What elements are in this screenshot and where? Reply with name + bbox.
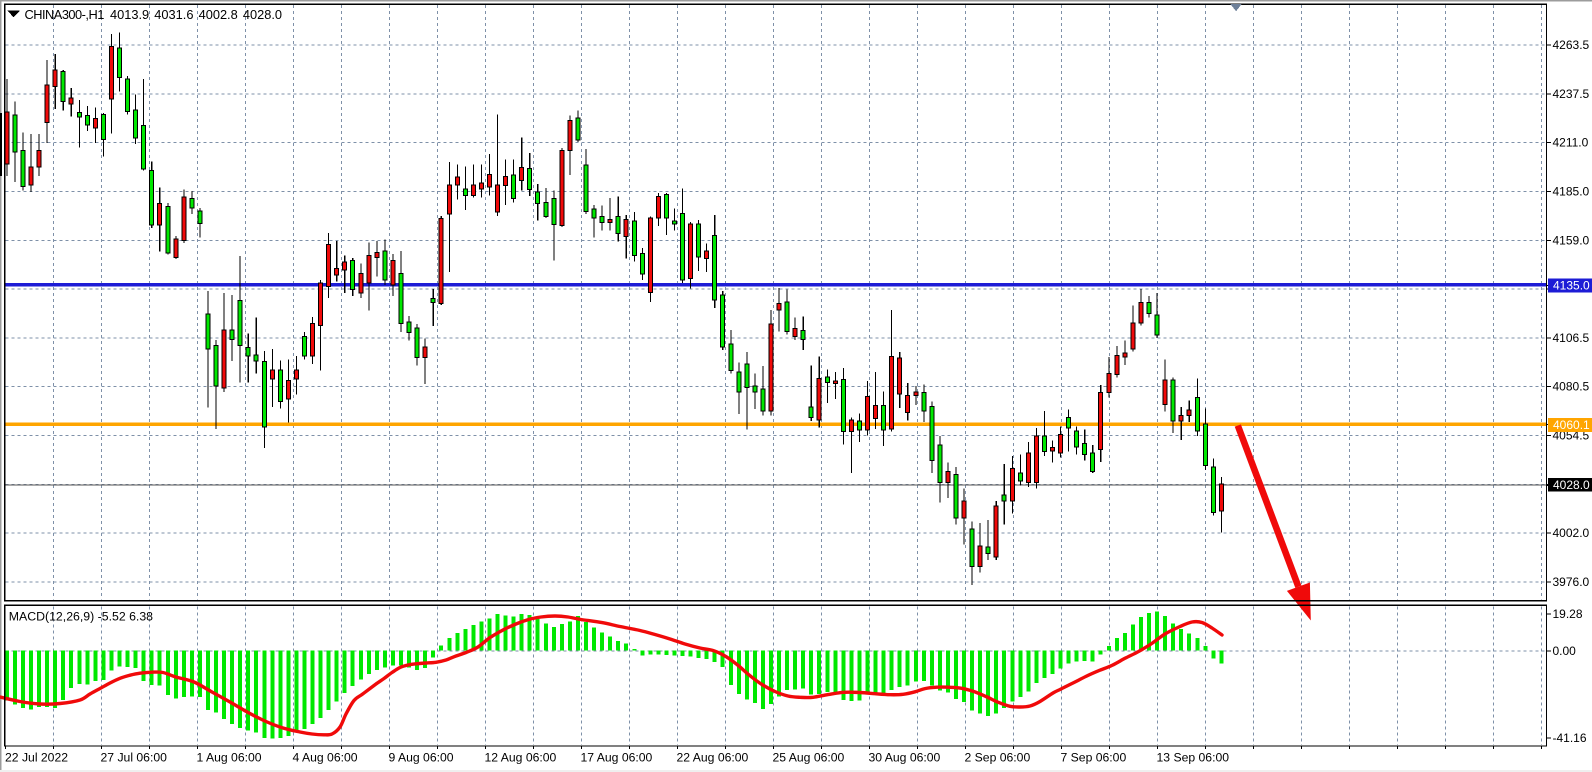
svg-text:12 Aug 06:00: 12 Aug 06:00 xyxy=(485,751,557,765)
svg-text:4135.0: 4135.0 xyxy=(1553,279,1590,293)
svg-text:2 Sep 06:00: 2 Sep 06:00 xyxy=(965,751,1031,765)
svg-text:4185.0: 4185.0 xyxy=(1553,185,1590,199)
svg-text:4211.0: 4211.0 xyxy=(1553,136,1589,150)
svg-text:4080.5: 4080.5 xyxy=(1553,380,1590,394)
svg-text:4237.5: 4237.5 xyxy=(1553,87,1590,101)
svg-text:13 Sep 06:00: 13 Sep 06:00 xyxy=(1157,751,1230,765)
svg-text:4060.1: 4060.1 xyxy=(1553,418,1590,432)
svg-text:27 Jul 06:00: 27 Jul 06:00 xyxy=(101,751,168,765)
svg-text:4159.0: 4159.0 xyxy=(1553,233,1590,247)
svg-text:19.28: 19.28 xyxy=(1553,607,1583,621)
svg-text:25 Aug 06:00: 25 Aug 06:00 xyxy=(773,751,845,765)
svg-text:17 Aug 06:00: 17 Aug 06:00 xyxy=(581,751,653,765)
svg-text:0.00: 0.00 xyxy=(1553,644,1577,658)
svg-text:4106.5: 4106.5 xyxy=(1553,331,1590,345)
svg-text:22 Aug 06:00: 22 Aug 06:00 xyxy=(677,751,749,765)
svg-text:7 Sep 06:00: 7 Sep 06:00 xyxy=(1061,751,1127,765)
svg-text:CHINA300-,H1: CHINA300-,H1 xyxy=(25,7,105,22)
svg-text:30 Aug 06:00: 30 Aug 06:00 xyxy=(869,751,941,765)
svg-text:9 Aug 06:00: 9 Aug 06:00 xyxy=(389,751,454,765)
svg-text:4002.0: 4002.0 xyxy=(1553,526,1590,540)
svg-text:-41.16: -41.16 xyxy=(1553,731,1587,745)
svg-text:22 Jul 2022: 22 Jul 2022 xyxy=(5,751,68,765)
svg-text:4028.0: 4028.0 xyxy=(1553,478,1590,492)
svg-text:4 Aug 06:00: 4 Aug 06:00 xyxy=(293,751,358,765)
svg-text:1 Aug 06:00: 1 Aug 06:00 xyxy=(197,751,262,765)
svg-text:3976.0: 3976.0 xyxy=(1553,575,1590,589)
svg-text:4013.9 4031.6 4002.8 4028.0: 4013.9 4031.6 4002.8 4028.0 xyxy=(110,7,282,22)
svg-text:MACD(12,26,9) -5.52 6.38: MACD(12,26,9) -5.52 6.38 xyxy=(9,610,153,624)
svg-text:4263.5: 4263.5 xyxy=(1553,38,1590,52)
svg-text:4054.5: 4054.5 xyxy=(1553,429,1590,443)
